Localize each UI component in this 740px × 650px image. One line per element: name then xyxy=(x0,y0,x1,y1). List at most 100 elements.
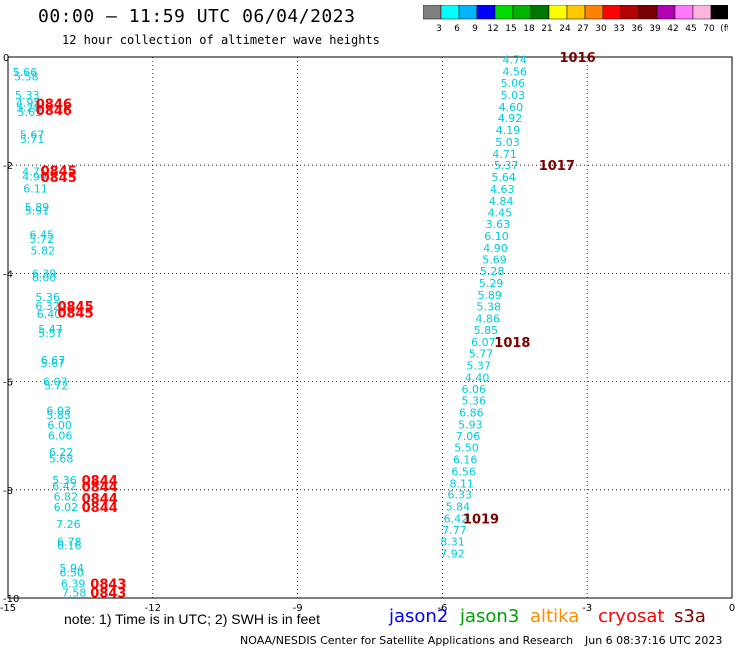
wave-height-point: 5.84 xyxy=(446,501,471,514)
wave-height-point: 6.33 xyxy=(448,489,473,502)
wave-height-point: 5.36 xyxy=(35,291,60,304)
wave-height-point: 5.67 xyxy=(41,357,66,370)
wave-height-point: 4.84 xyxy=(489,195,514,208)
wave-height-point: 6.02 xyxy=(54,501,79,514)
wave-height-point: 4.56 xyxy=(503,66,528,79)
wave-height-point: 3.63 xyxy=(486,218,511,231)
wave-height-point: 5.77 xyxy=(469,347,494,360)
color-scale-label: 45 xyxy=(685,24,696,33)
time-label: 0845 xyxy=(41,165,77,180)
wave-height-point: 5.03 xyxy=(501,89,526,102)
wave-height-point: 5.47 xyxy=(38,323,63,336)
wave-height-point: 6.06 xyxy=(462,383,487,396)
wave-height-point: 6.45 xyxy=(30,228,55,241)
wave-height-point: 8.11 xyxy=(449,477,474,490)
wave-height-point: 6.16 xyxy=(57,540,82,553)
wave-height-point: 5.64 xyxy=(491,171,516,184)
time-label: 0845 xyxy=(57,306,93,321)
color-scale-label: 36 xyxy=(631,24,643,33)
wave-height-point: 7.26 xyxy=(56,518,81,531)
wave-height-point: 6.67 xyxy=(41,354,66,367)
x-tick-label: -12 xyxy=(145,603,161,614)
time-label: 1019 xyxy=(463,512,499,527)
wave-height-point: 6.03 xyxy=(46,404,71,417)
color-scale-label: (ft) xyxy=(720,24,728,33)
wave-height-point: 6.32 xyxy=(35,300,60,313)
legend-jason3: jason3 xyxy=(460,606,520,627)
page-subtitle: 12 hour collection of altimeter wave hei… xyxy=(62,33,380,47)
wave-height-point: 6.16 xyxy=(453,454,478,467)
wave-height-point: 5.68 xyxy=(49,452,74,465)
color-scale-label: 30 xyxy=(595,24,607,33)
color-scale-label: 6 xyxy=(454,24,460,33)
wave-height-point: 6.10 xyxy=(484,230,509,243)
y-tick-label: -8 xyxy=(3,486,13,497)
x-tick-label: -9 xyxy=(293,603,303,614)
legend-altika: altika xyxy=(530,606,580,627)
wave-height-point: 5.63 xyxy=(17,106,42,119)
wave-height-point: 4.40 xyxy=(465,371,490,384)
wave-height-point: 6.39 xyxy=(32,267,57,280)
wave-height-point: 7.06 xyxy=(456,430,481,443)
color-scale-label: 24 xyxy=(559,24,571,33)
wave-height-point: 5.67 xyxy=(20,128,45,141)
wave-height-point: 4.45 xyxy=(488,206,513,219)
color-scale-label: 15 xyxy=(505,24,516,33)
plot-frame xyxy=(7,56,733,599)
wave-height-point: 7.92 xyxy=(440,548,465,561)
wave-height-point: 6.78 xyxy=(57,536,82,549)
wave-height-point: 6.22 xyxy=(49,446,74,459)
wave-height-point: 4.92 xyxy=(498,112,523,125)
wave-height-point: 5.71 xyxy=(20,133,45,146)
page-title: 00:00 — 11:59 UTC 06/04/2023 xyxy=(38,6,356,27)
wave-height-point: 5.69 xyxy=(482,253,507,266)
color-scale-label: 9 xyxy=(472,24,478,33)
wave-height-point: 6.42 xyxy=(444,512,469,525)
y-tick-label: -6 xyxy=(3,378,13,389)
wave-height-point: 4.63 xyxy=(490,183,515,196)
credit-text: NOAA/NESDIS Center for Satellite Applica… xyxy=(240,634,574,647)
wave-height-point: 4.86 xyxy=(476,312,501,325)
time-label: 0844 xyxy=(82,481,118,496)
wave-height-point: 5.57 xyxy=(38,327,63,340)
wave-height-point: 4.19 xyxy=(496,124,521,137)
wave-height-point: 5.50 xyxy=(454,442,479,455)
wave-height-point: 5.38 xyxy=(476,300,501,313)
wave-height-point: 8.31 xyxy=(440,536,465,549)
color-scale-label: 3 xyxy=(436,24,442,33)
wave-height-point: 5.85 xyxy=(474,324,499,337)
time-label: 0844 xyxy=(82,492,118,507)
wave-height-point: 6.40 xyxy=(37,308,62,321)
wave-height-point: 4.71 xyxy=(492,148,517,161)
wave-height-point: 6.00 xyxy=(47,419,72,432)
wave-height-point: 6.07 xyxy=(471,336,496,349)
wave-height-point: 5.28 xyxy=(16,101,41,114)
time-label: 1017 xyxy=(539,159,575,174)
wave-height-point: 5.85 xyxy=(46,409,71,422)
legend-s3a: s3a xyxy=(674,606,706,627)
y-tick-label: -4 xyxy=(3,269,13,280)
time-label: 0845 xyxy=(57,300,93,315)
wave-height-point: 5.89 xyxy=(25,201,50,214)
wave-height-point: 6.07 xyxy=(43,376,68,389)
wave-height-point: 5.93 xyxy=(458,418,483,431)
y-tick-label: -10 xyxy=(3,594,19,605)
wave-height-point: 4.60 xyxy=(499,101,524,114)
wave-height-point: 5.33 xyxy=(15,89,40,102)
x-tick-label: 0 xyxy=(729,603,735,614)
wave-height-point: 6.39 xyxy=(61,577,86,590)
color-scale-label: 18 xyxy=(523,24,535,33)
color-scale-label: 39 xyxy=(649,24,661,33)
wave-height-point: 6.56 xyxy=(451,465,476,478)
wave-height-point: 5.28 xyxy=(480,265,505,278)
color-scale-label: 70 xyxy=(703,24,715,33)
wave-height-point: 6.06 xyxy=(48,430,73,443)
color-swatch xyxy=(710,5,728,20)
time-label: 0844 xyxy=(82,501,118,516)
wave-height-point: 5.58 xyxy=(14,70,39,83)
wave-height-point: 4.74 xyxy=(503,54,528,67)
time-label: 1016 xyxy=(559,51,595,66)
wave-height-point: 6.86 xyxy=(459,406,484,419)
wave-height-point: 5.72 xyxy=(30,233,55,246)
wave-height-point: 6.00 xyxy=(32,272,57,285)
